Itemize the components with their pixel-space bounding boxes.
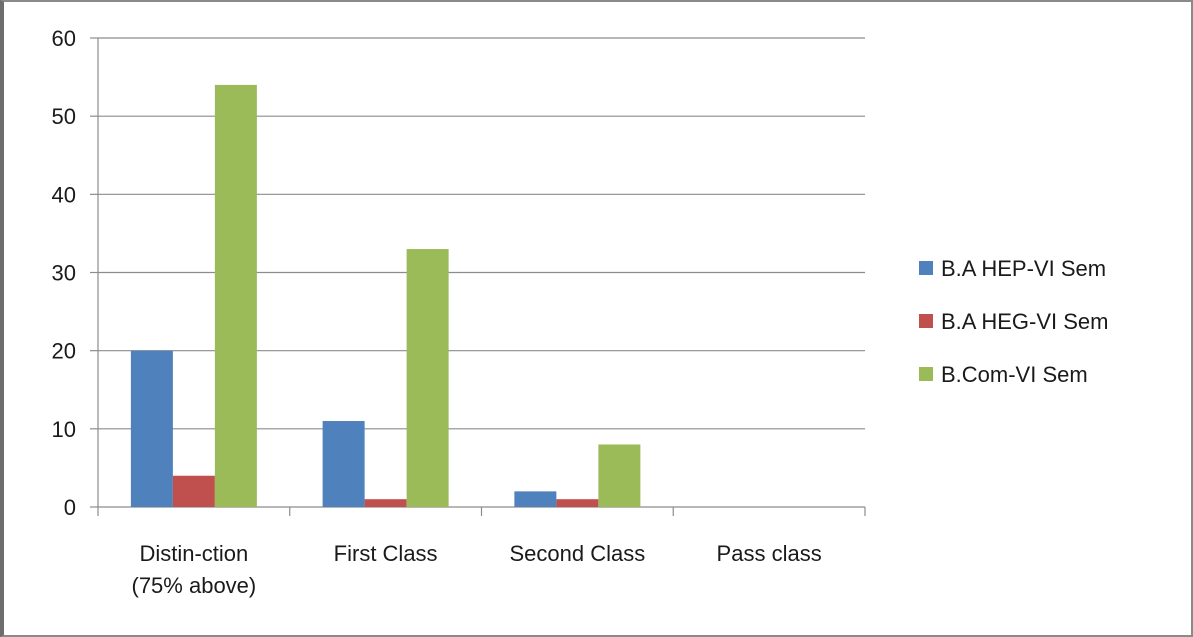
y-tick-label: 40 <box>52 182 76 207</box>
bars <box>130 84 641 508</box>
y-tick-label: 0 <box>64 495 76 520</box>
bar-b-com-vi-sem-1 <box>406 249 449 508</box>
x-tick-label: Second Class <box>510 541 646 566</box>
gridlines <box>98 37 865 430</box>
bar-b-a-hep-vi-sem-2 <box>514 491 557 507</box>
legend-swatch <box>919 314 933 328</box>
bar-b-com-vi-sem-2 <box>598 444 641 507</box>
bar-b-com-vi-sem-0 <box>214 84 257 508</box>
bar-b-a-hep-vi-sem-0 <box>130 350 173 507</box>
legend: B.A HEP-VI Sem B.A HEG-VI Sem B.Com-VI Sem <box>919 256 1109 387</box>
legend-label: B.Com-VI Sem <box>941 362 1088 387</box>
x-tick-label: Distin-ction <box>139 541 248 566</box>
y-tick-label: 10 <box>52 417 76 442</box>
y-tick-label: 50 <box>52 104 76 129</box>
bar-b-a-heg-vi-sem-2 <box>556 499 599 507</box>
legend-label: B.A HEG-VI Sem <box>941 309 1109 334</box>
x-tick-label: First Class <box>334 541 438 566</box>
y-tick-label: 20 <box>52 339 76 364</box>
axes <box>90 37 866 516</box>
bar-b-a-heg-vi-sem-0 <box>172 475 215 507</box>
x-tick-label: (75% above) <box>132 573 257 598</box>
legend-swatch <box>919 261 933 275</box>
y-tick-label: 30 <box>52 261 76 286</box>
x-tick-labels: Distin-ction (75% above) First Class Second… <box>132 541 822 598</box>
y-tick-labels: 0 10 20 30 40 50 60 <box>52 26 76 520</box>
bar-b-a-hep-vi-sem-1 <box>322 421 365 507</box>
bar-b-a-heg-vi-sem-1 <box>364 499 407 507</box>
legend-label: B.A HEP-VI Sem <box>941 256 1106 281</box>
y-tick-label: 60 <box>52 26 76 51</box>
x-tick-label: Pass class <box>717 541 822 566</box>
legend-swatch <box>919 367 933 381</box>
